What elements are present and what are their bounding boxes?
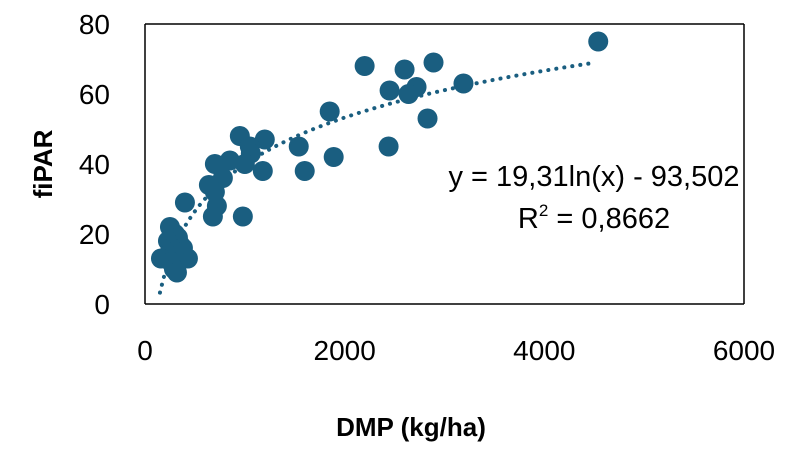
- data-points: [150, 31, 609, 283]
- y-tick-label: 20: [79, 219, 110, 250]
- data-point: [394, 59, 415, 80]
- data-point: [588, 31, 609, 52]
- data-point: [252, 161, 273, 181]
- x-tick-label: 6000: [713, 335, 775, 366]
- data-point: [234, 154, 255, 174]
- x-tick-label: 0: [137, 335, 153, 366]
- y-tick-label: 40: [79, 149, 110, 180]
- y-tick-label: 60: [79, 79, 110, 110]
- data-point: [166, 262, 187, 283]
- data-point: [323, 147, 344, 167]
- data-point: [254, 129, 275, 150]
- x-tick-labels: 0 2000 4000 6000: [137, 335, 775, 366]
- data-point: [417, 108, 438, 129]
- data-point: [354, 56, 375, 76]
- data-point: [202, 206, 223, 227]
- r-squared-superscript: 2: [539, 201, 548, 220]
- x-tick-label: 4000: [513, 335, 575, 366]
- data-point: [294, 161, 315, 181]
- y-axis-title: fiPAR: [28, 129, 58, 198]
- r-squared-value: = 0,8662: [548, 203, 670, 235]
- data-point: [378, 136, 399, 157]
- y-tick-labels: 0 20 40 60 80: [79, 9, 110, 320]
- x-axis-title: DMP (kg/ha): [336, 412, 486, 442]
- data-point: [219, 150, 240, 171]
- axes: [144, 23, 745, 305]
- r-squared-label: R2 = 0,8662: [518, 201, 670, 235]
- data-point: [453, 73, 474, 94]
- data-point: [398, 84, 419, 104]
- trendline-equation: y = 19,31ln(x) - 93,502: [449, 161, 740, 193]
- r-squared-letter: R: [518, 203, 539, 235]
- y-tick-label: 80: [79, 9, 110, 40]
- x-tick-label: 2000: [314, 335, 376, 366]
- data-point: [423, 52, 444, 73]
- data-point: [379, 80, 400, 101]
- data-point: [174, 192, 195, 213]
- y-tick-label: 0: [94, 289, 110, 320]
- data-point: [288, 136, 309, 157]
- data-point: [232, 206, 253, 227]
- data-point: [319, 101, 340, 122]
